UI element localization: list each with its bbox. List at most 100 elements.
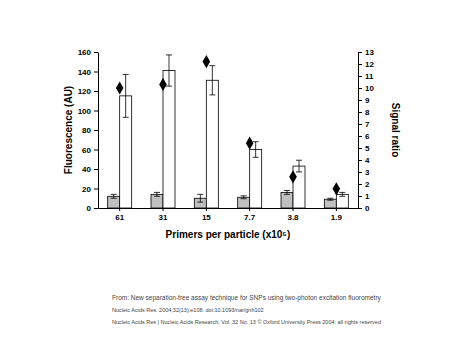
error-cap xyxy=(123,117,129,118)
y-tick: 60 xyxy=(82,146,98,155)
y-tick: 80 xyxy=(82,126,98,135)
y2-tick-label: 6 xyxy=(365,132,370,141)
y2-tick: 6 xyxy=(358,132,370,141)
bar xyxy=(336,194,348,208)
y2-tick-mark xyxy=(358,184,362,185)
bar xyxy=(293,166,305,208)
y-tick-mark xyxy=(94,169,98,170)
error-cap xyxy=(296,160,302,161)
error-bar xyxy=(339,192,345,196)
error-cap xyxy=(209,65,215,66)
y-tick-label: 60 xyxy=(82,146,91,155)
point xyxy=(116,81,124,94)
error-bar xyxy=(241,196,247,199)
y-tick-label: 0 xyxy=(87,204,92,213)
y-tick-label: 100 xyxy=(78,107,92,116)
error-line xyxy=(125,74,126,117)
chart: 6131157.73.81.90204060801001201401600123… xyxy=(0,0,450,338)
error-line xyxy=(200,194,201,202)
error-line xyxy=(342,192,343,196)
error-line xyxy=(243,196,244,199)
y-tick-mark xyxy=(94,52,98,53)
error-bar xyxy=(197,194,203,202)
y2-tick-mark xyxy=(358,172,362,173)
y2-tick-mark xyxy=(358,76,362,77)
error-cap xyxy=(154,196,160,197)
y2-tick: 10 xyxy=(358,84,374,93)
y2-tick-mark xyxy=(358,64,362,65)
x-tick: 1.9 xyxy=(331,208,343,222)
y-tick-mark xyxy=(94,189,98,190)
bar xyxy=(108,196,120,208)
y2-tick-label: 7 xyxy=(365,120,370,129)
y-tick: 100 xyxy=(78,107,98,116)
error-cap xyxy=(241,195,247,196)
y-tick: 160 xyxy=(78,48,98,57)
y-tick-label: 160 xyxy=(78,48,92,57)
bar xyxy=(281,192,293,208)
x-tick: 15 xyxy=(202,208,211,222)
y2-tick-mark xyxy=(358,196,362,197)
error-bar xyxy=(296,160,302,172)
y2-tick-label: 13 xyxy=(365,48,374,57)
y2-tick-mark xyxy=(358,88,362,89)
y2-tick-label: 1 xyxy=(365,192,370,201)
y2-tick-label: 11 xyxy=(365,72,374,81)
y2-tick-mark xyxy=(358,148,362,149)
error-bar xyxy=(123,74,129,117)
error-cap xyxy=(166,86,172,87)
y-tick: 20 xyxy=(82,185,98,194)
x-tick: 31 xyxy=(159,208,168,222)
x-tick: 7.7 xyxy=(244,208,256,222)
error-line xyxy=(255,142,256,158)
bar xyxy=(250,150,262,209)
point xyxy=(246,137,254,150)
error-cap xyxy=(166,54,172,55)
error-cap xyxy=(241,198,247,199)
point xyxy=(159,78,167,91)
x-tick-label: 15 xyxy=(202,213,211,222)
bar xyxy=(324,199,336,208)
y2-tick-mark xyxy=(358,136,362,137)
y2-axis-title: Signal ratio xyxy=(390,103,401,157)
x-tick-mark xyxy=(163,208,164,211)
error-cap xyxy=(284,194,290,195)
error-line xyxy=(299,160,300,172)
x-tick-label: 31 xyxy=(159,213,168,222)
caption-line: Nucleic Acids Res | Nucleic Acids Resear… xyxy=(112,319,381,325)
x-tick-mark xyxy=(293,208,294,211)
error-cap xyxy=(339,196,345,197)
bar xyxy=(163,71,175,208)
y-tick-label: 120 xyxy=(78,87,92,96)
y2-tick: 11 xyxy=(358,72,374,81)
y2-tick: 12 xyxy=(358,60,374,69)
x-tick: 3.8 xyxy=(287,208,299,222)
y2-tick-mark xyxy=(358,52,362,53)
error-cap xyxy=(327,198,333,199)
error-line xyxy=(169,55,170,86)
point xyxy=(333,182,341,195)
error-cap xyxy=(296,171,302,172)
y-tick: 40 xyxy=(82,165,98,174)
point-series xyxy=(116,55,340,195)
x-tick-mark xyxy=(249,208,250,211)
y-tick-label: 140 xyxy=(78,68,92,77)
y2-tick: 3 xyxy=(358,168,370,177)
x-tick-label: 7.7 xyxy=(244,213,256,222)
y-tick-mark xyxy=(94,208,98,209)
y-tick: 140 xyxy=(78,68,98,77)
bar xyxy=(206,80,218,208)
error-line xyxy=(212,66,213,95)
y2-tick: 1 xyxy=(358,192,370,201)
x-tick-mark xyxy=(119,208,120,211)
y2-tick: 9 xyxy=(358,96,370,105)
error-cap xyxy=(253,157,259,158)
error-cap xyxy=(284,190,290,191)
y-tick-label: 20 xyxy=(82,185,91,194)
y-tick-mark xyxy=(94,72,98,73)
error-bar xyxy=(154,192,160,196)
y2-tick-mark xyxy=(358,208,362,209)
error-cap xyxy=(154,192,160,193)
y-tick-label: 80 xyxy=(82,126,91,135)
error-bar xyxy=(327,198,333,200)
